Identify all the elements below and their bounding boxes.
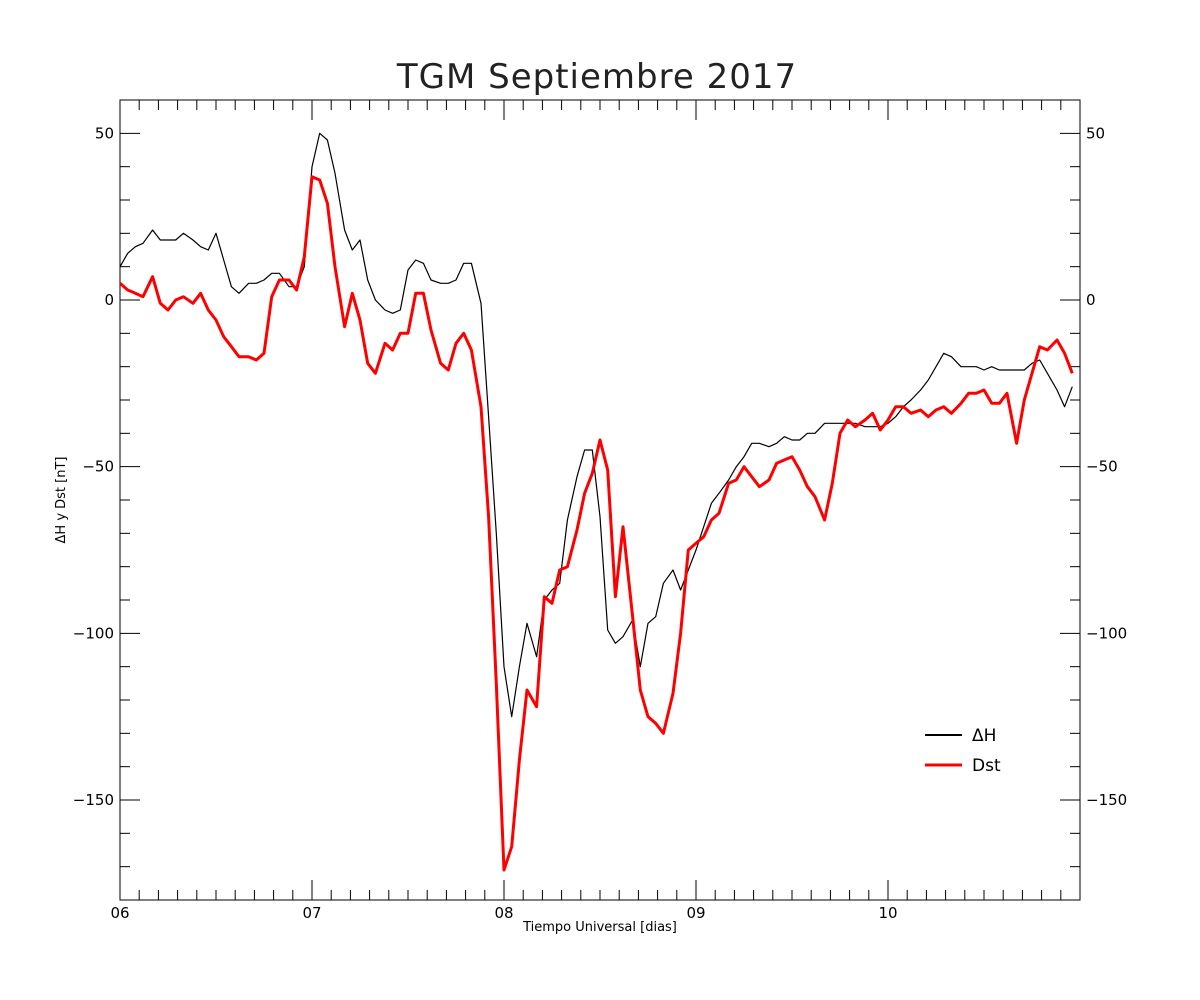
legend-label-dst: Dst [972, 756, 1001, 776]
y-tick-label-left: −50 [82, 458, 114, 476]
y-tick-label-right: −50 [1086, 458, 1118, 476]
series-line-delta-h [119, 132, 1073, 718]
x-axis-ticks: 06 07 08 09 10 [110, 100, 1081, 922]
plot-frame [119, 99, 1081, 901]
y-tick-label-right: 0 [1086, 291, 1096, 309]
chart-title: TGM Septiembre 2017 [396, 57, 797, 97]
x-tick-label: 06 [110, 904, 129, 922]
y-axis-ticks: 50 50 0 0 −50 −50 −100 −100 −150 −150 [73, 99, 1127, 868]
y-tick-label-left: −150 [73, 791, 114, 809]
series-line-dst [119, 175, 1074, 872]
x-tick-label: 08 [494, 904, 513, 922]
y-axis-label: ΔH y Dst [nT] [54, 457, 69, 544]
x-tick-label: 10 [878, 904, 897, 922]
legend: ΔH Dst [925, 726, 1001, 776]
legend-label-delta-h: ΔH [972, 726, 996, 746]
x-axis-label: Tiempo Universal [dias] [522, 920, 677, 935]
y-tick-label-left: 0 [104, 291, 114, 309]
series-layer [119, 132, 1074, 872]
x-tick-label: 09 [686, 904, 705, 922]
x-tick-label: 07 [302, 904, 321, 922]
y-tick-label-left: −100 [73, 624, 114, 642]
y-tick-label-right: −100 [1086, 624, 1127, 642]
y-tick-label-right: −150 [1086, 791, 1127, 809]
y-tick-label-right: 50 [1086, 124, 1105, 142]
y-tick-label-left: 50 [95, 124, 114, 142]
